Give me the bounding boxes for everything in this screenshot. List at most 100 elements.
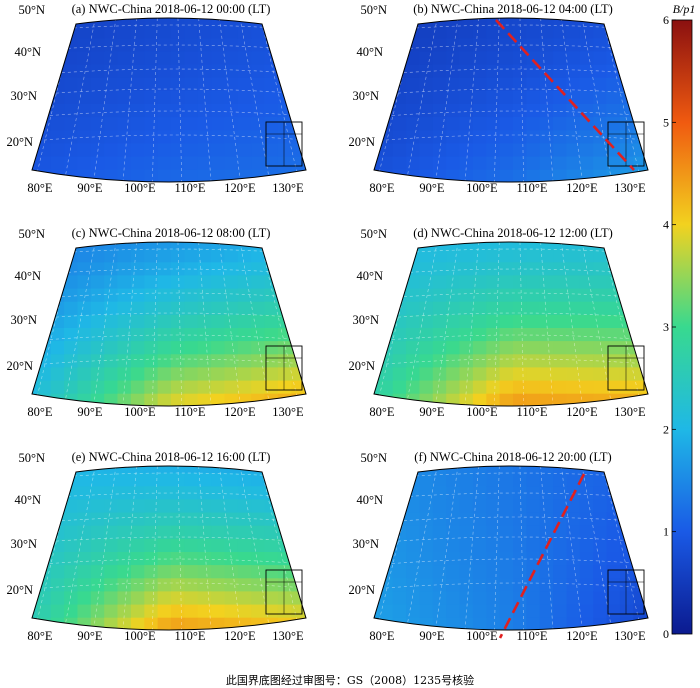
heatmap-cell xyxy=(264,525,279,540)
heatmap-cell xyxy=(526,242,541,250)
heatmap-cell xyxy=(237,275,252,290)
heatmap-cell xyxy=(291,288,306,303)
map-panel: (e) NWC-China 2018-06-12 16:00 (LT)20°N3… xyxy=(6,450,307,643)
heatmap-cell xyxy=(104,538,119,553)
heatmap-cell xyxy=(264,367,279,382)
heatmap-cell xyxy=(197,565,212,579)
heatmap-cell xyxy=(304,275,306,290)
heatmap-cell xyxy=(104,565,119,579)
heatmap-cell xyxy=(619,354,634,368)
heatmap-cell xyxy=(251,591,266,606)
heatmap-cell xyxy=(647,183,661,197)
heatmap-cell xyxy=(459,38,474,52)
heatmap-cell xyxy=(171,341,185,355)
heatmap-cell xyxy=(526,38,541,52)
heatmap-cell xyxy=(171,275,185,290)
heatmap-cell xyxy=(392,143,407,158)
latitude-gridline xyxy=(32,134,306,143)
heatmap-cell xyxy=(291,552,306,566)
heatmap-cell xyxy=(77,486,92,500)
heatmap-cell xyxy=(64,288,79,303)
heatmap-cell xyxy=(646,117,648,131)
heatmap-cell xyxy=(406,512,421,527)
heatmap-cell xyxy=(499,380,514,395)
heatmap-cell xyxy=(184,117,199,131)
heatmap-cell xyxy=(406,538,421,553)
heatmap-cell xyxy=(432,64,447,79)
heatmap-cell xyxy=(593,525,608,540)
heatmap-cell xyxy=(184,275,199,290)
heatmap-cell xyxy=(379,77,394,92)
heatmap-cell xyxy=(144,38,159,52)
heatmap-cell xyxy=(130,18,145,26)
heatmap-cell xyxy=(379,90,394,105)
heatmap-cell xyxy=(593,77,608,92)
lon-tick-label: 90°E xyxy=(77,405,102,419)
heatmap-cell xyxy=(130,466,145,474)
heatmap-cell xyxy=(211,64,226,79)
heatmap-cell xyxy=(104,104,119,118)
heatmap-cell xyxy=(646,156,648,171)
heatmap-cell xyxy=(32,552,38,566)
heatmap-cell xyxy=(446,249,461,263)
heatmap-cell xyxy=(237,90,252,105)
heatmap-cell xyxy=(104,242,119,250)
heatmap-cell xyxy=(77,565,92,579)
heatmap-cell xyxy=(446,525,461,540)
heatmap-cell xyxy=(566,565,581,579)
heatmap-cell xyxy=(197,512,212,527)
heatmap-cell xyxy=(90,51,105,66)
heatmap-cell xyxy=(619,314,634,329)
heatmap-cell xyxy=(277,604,292,619)
heatmap-cell xyxy=(374,117,380,131)
heatmap-cell xyxy=(32,288,38,303)
heatmap-cell xyxy=(432,156,447,171)
heatmap-cell xyxy=(486,604,501,619)
longitude-gridline xyxy=(539,242,555,406)
heatmap-cell xyxy=(593,538,608,553)
heatmap-cell xyxy=(633,525,648,540)
heatmap-cell xyxy=(144,130,159,144)
heatmap-cell xyxy=(251,130,266,144)
heatmap-cell xyxy=(472,617,487,630)
heatmap-cell xyxy=(606,499,621,514)
heatmap-cell xyxy=(647,631,661,645)
heatmap-cell xyxy=(144,499,159,514)
heatmap-cell xyxy=(553,604,568,619)
heatmap-cell xyxy=(646,38,648,52)
heatmap-cell xyxy=(304,130,306,144)
heatmap-cell xyxy=(526,393,541,406)
heatmap-cell xyxy=(144,104,159,118)
heatmap-cell xyxy=(237,578,252,592)
heatmap-cell xyxy=(130,117,145,131)
heatmap-cell xyxy=(446,143,461,158)
heatmap-cell xyxy=(472,64,487,79)
heatmap-cell xyxy=(171,538,185,553)
heatmap-cell xyxy=(171,380,185,395)
heatmap-cell xyxy=(499,341,514,355)
heatmap-cell xyxy=(553,486,568,500)
heatmap-cell xyxy=(144,18,159,26)
heatmap-cell xyxy=(486,512,501,527)
heatmap-cell xyxy=(224,512,239,527)
heatmap-cell xyxy=(277,486,292,500)
heatmap-cell xyxy=(104,156,119,171)
heatmap-cell xyxy=(566,288,581,303)
heatmap-cell xyxy=(513,367,527,382)
heatmap-cell xyxy=(513,156,527,171)
heatmap-cell xyxy=(117,354,132,368)
heatmap-cell xyxy=(64,51,79,66)
heatmap-cell xyxy=(646,275,648,290)
heatmap-cell xyxy=(539,64,554,79)
heatmap-cell xyxy=(117,51,132,66)
heatmap-cell xyxy=(104,486,119,500)
heatmap-cell xyxy=(104,38,119,52)
heatmap-cell xyxy=(566,130,581,144)
heatmap-cell xyxy=(553,591,568,606)
heatmap-cell xyxy=(77,90,92,105)
heatmap-cell xyxy=(130,25,145,39)
heatmap-cell xyxy=(526,104,541,118)
heatmap-cell xyxy=(50,565,65,579)
heatmap-cell xyxy=(513,314,527,329)
heatmap-cell xyxy=(197,156,212,171)
